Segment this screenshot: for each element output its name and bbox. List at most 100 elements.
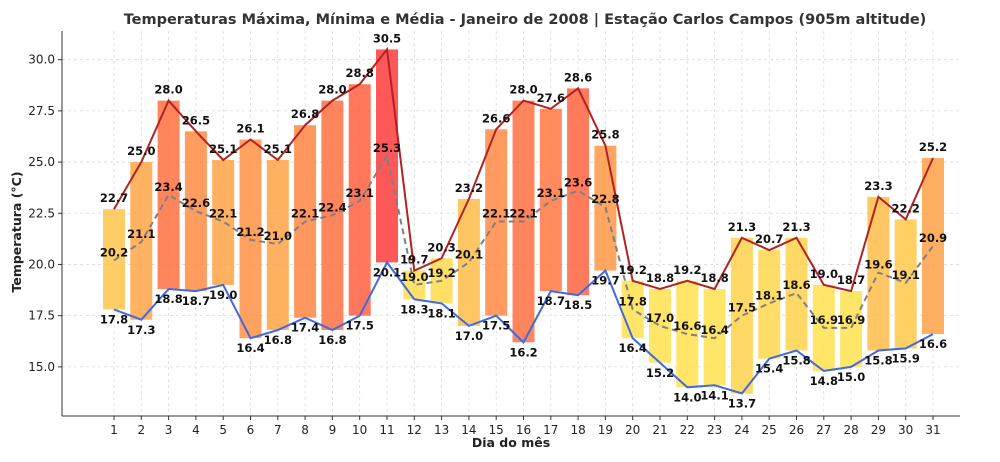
min-value-label: 15.2: [646, 366, 674, 380]
max-value-label: 26.1: [236, 122, 264, 136]
mean-value-label: 18.1: [755, 288, 783, 302]
mean-value-label: 20.1: [455, 247, 483, 261]
x-tick-label: 7: [274, 423, 282, 437]
x-tick-label: 30: [898, 423, 913, 437]
x-tick-label: 27: [816, 423, 831, 437]
x-tick-label: 11: [379, 423, 394, 437]
mean-value-label: 22.4: [318, 200, 346, 214]
mean-value-label: 17.8: [619, 295, 647, 309]
min-value-label: 17.3: [127, 323, 155, 337]
x-tick-label: 6: [247, 423, 255, 437]
min-value-label: 14.1: [700, 388, 728, 402]
max-value-label: 18.7: [837, 273, 865, 287]
mean-value-label: 19.0: [400, 270, 428, 284]
x-tick-label: 2: [137, 423, 145, 437]
range-bar: [649, 289, 671, 363]
min-value-label: 16.2: [509, 345, 537, 359]
mean-value-label: 22.1: [482, 206, 510, 220]
x-tick-label: 31: [925, 423, 940, 437]
x-axis-label: Dia do mês: [472, 435, 550, 450]
min-value-label: 15.8: [782, 353, 810, 367]
max-temperature-line: [113, 46, 934, 293]
min-value-label: 16.4: [236, 341, 264, 355]
min-value-label: 18.8: [154, 292, 182, 306]
max-value-label: 26.5: [182, 113, 210, 127]
min-value-label: 15.4: [755, 362, 783, 376]
mean-value-label: 20.2: [100, 245, 128, 259]
x-tick-label: 3: [165, 423, 173, 437]
min-value-label: 13.7: [728, 396, 756, 410]
min-value-label: 15.8: [864, 353, 892, 367]
mean-value-label: 23.1: [346, 186, 374, 200]
max-value-label: 19.2: [619, 263, 647, 277]
max-value-label: 28.8: [346, 66, 374, 80]
max-value-label: 19.7: [400, 253, 428, 267]
chart-title: Temperaturas Máxima, Mínima e Média - Ja…: [124, 12, 927, 28]
y-tick-label: 17.5: [28, 309, 55, 323]
max-value-label: 20.3: [427, 240, 455, 254]
range-bar: [184, 131, 207, 292]
mean-value-label: 19.1: [892, 268, 920, 282]
range-bar: [840, 291, 863, 367]
y-tick-label: 30.0: [28, 53, 55, 67]
x-tick-label: 26: [789, 423, 804, 437]
mean-value-label: 18.6: [782, 278, 810, 292]
min-value-label: 17.5: [482, 319, 510, 333]
x-tick-label: 5: [219, 423, 227, 437]
range-bar: [212, 160, 235, 285]
x-tick-label: 1: [110, 423, 118, 437]
max-value-label: 27.6: [537, 91, 565, 105]
mean-value-label: 23.1: [537, 186, 565, 200]
x-tick-label: 15: [489, 423, 504, 437]
max-value-label: 18.8: [646, 271, 674, 285]
x-tick-label: 23: [707, 423, 722, 437]
x-tick-label: 9: [329, 423, 337, 437]
max-value-label: 26.8: [291, 107, 319, 121]
max-value-label: 28.0: [318, 83, 346, 97]
y-tick-label: 25.0: [28, 155, 55, 169]
x-tick-label: 13: [434, 423, 449, 437]
mean-value-label: 23.6: [564, 176, 592, 190]
x-tick-label: 24: [734, 423, 749, 437]
max-value-label: 21.3: [728, 220, 756, 234]
min-value-label: 18.1: [427, 306, 455, 320]
range-bar: [758, 250, 781, 359]
min-value-label: 19.7: [591, 274, 619, 288]
min-value-label: 15.9: [892, 351, 920, 365]
min-value-label: 17.0: [455, 329, 483, 343]
mean-value-label: 22.1: [209, 206, 237, 220]
max-value-label: 19.0: [810, 267, 838, 281]
mean-value-label: 22.1: [509, 206, 537, 220]
max-value-label: 19.2: [673, 263, 701, 277]
max-value-label: 28.0: [509, 83, 537, 97]
max-value-label: 23.3: [864, 179, 892, 193]
min-value-label: 17.4: [291, 321, 319, 335]
y-tick-label: 27.5: [28, 104, 55, 118]
x-tick-label: 29: [871, 423, 886, 437]
range-bar: [676, 280, 699, 388]
x-tick-label: 19: [598, 423, 613, 437]
x-tick-label: 25: [762, 423, 777, 437]
range-bar: [539, 108, 562, 292]
min-value-label: 16.8: [264, 333, 292, 347]
max-value-label: 25.1: [264, 142, 292, 156]
mean-value-label: 17.5: [728, 301, 756, 315]
y-tick-label: 22.5: [28, 206, 55, 220]
max-value-label: 18.8: [700, 271, 728, 285]
range-bar: [457, 198, 480, 326]
mean-value-label: 22.6: [182, 196, 210, 210]
x-tick-label: 18: [570, 423, 585, 437]
min-value-label: 18.7: [537, 294, 565, 308]
ticks: 15.017.520.022.525.027.530.01 2 3 4 5 6 7 8 9 10 1…: [28, 53, 940, 437]
y-axis-label: Temperatura (°C): [9, 171, 24, 292]
mean-temperature-line: [113, 153, 934, 340]
min-value-label: 15.0: [837, 370, 865, 384]
min-value-label: 16.4: [619, 341, 647, 355]
x-tick-label: 22: [680, 423, 695, 437]
max-value-label: 22.7: [100, 191, 128, 205]
x-tick-label: 10: [352, 423, 367, 437]
min-value-label: 18.5: [564, 298, 592, 312]
range-bar: [485, 129, 508, 316]
range-bar: [157, 100, 180, 290]
mean-value-label: 17.0: [646, 311, 674, 325]
